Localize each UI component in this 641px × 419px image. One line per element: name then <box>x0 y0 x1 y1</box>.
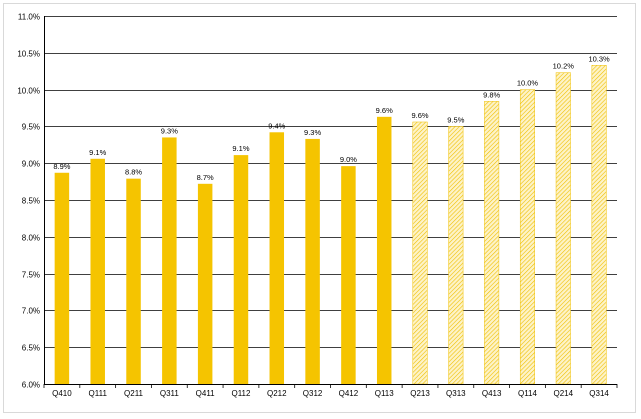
data-label: 10.2% <box>553 62 575 71</box>
data-label: 9.4% <box>268 121 285 130</box>
data-label: 9.3% <box>161 126 178 135</box>
x-tick-label: Q312 <box>303 389 323 398</box>
bar <box>90 158 105 384</box>
data-label: 10.0% <box>517 79 539 88</box>
data-label: 9.6% <box>376 106 393 115</box>
data-label: 9.5% <box>447 115 464 124</box>
bar <box>197 183 213 384</box>
x-tick-label: Q214 <box>553 389 573 398</box>
x-tick-label: Q213 <box>410 389 430 398</box>
bar <box>54 172 70 384</box>
y-tick-labels: 6.0% 6.5% 7.0% 7.5% 8.0% 8.5% 9.0% 9.5% 10.0% 10.… <box>17 13 40 390</box>
bar <box>412 121 428 385</box>
data-label: 9.8% <box>483 90 500 99</box>
y-tick-label: 9.0% <box>22 160 40 169</box>
data-label: 9.3% <box>304 128 321 137</box>
y-tick-label: 6.0% <box>22 381 40 390</box>
data-label: 8.8% <box>125 168 142 177</box>
data-label: 9.6% <box>411 111 428 120</box>
y-tick-label: 10.0% <box>17 87 40 96</box>
x-tick-label: Q410 <box>52 389 72 398</box>
bar <box>448 126 464 385</box>
data-label: 9.1% <box>89 148 106 157</box>
bar <box>305 138 320 384</box>
bar <box>555 72 571 385</box>
x-tick-label: Q311 <box>160 389 180 398</box>
bar <box>591 65 607 385</box>
data-label: 8.9% <box>53 162 70 171</box>
bar <box>269 132 285 384</box>
x-tick-label: Q313 <box>446 389 466 398</box>
data-label: 9.0% <box>340 155 357 164</box>
data-labels: 8.9% 9.1% 8.8% 9.3% 8.7% 9.1% 9.4% 9.3% 9.0% 9.6%… <box>53 54 610 181</box>
bar <box>341 166 356 384</box>
data-label: 10.3% <box>588 54 610 63</box>
x-tick-label: Q211 <box>124 389 144 398</box>
y-tick-label: 9.5% <box>22 123 40 132</box>
bar <box>233 155 249 384</box>
bar <box>126 178 141 384</box>
x-tick-label: Q411 <box>196 389 216 398</box>
x-tick-label: Q314 <box>589 389 609 398</box>
y-tick-label: 7.0% <box>22 307 40 316</box>
data-label: 8.7% <box>197 173 214 182</box>
x-tick-label: Q113 <box>375 389 395 398</box>
bars <box>54 65 607 385</box>
y-tick-label: 11.0% <box>18 13 40 22</box>
bar <box>519 89 535 385</box>
x-tick-label: Q412 <box>339 389 359 398</box>
bar <box>376 116 392 384</box>
y-tick-label: 6.5% <box>22 344 40 353</box>
x-tick-label: Q112 <box>231 389 251 398</box>
bar <box>162 137 177 384</box>
x-tick-label: Q413 <box>482 389 502 398</box>
y-tick-label: 8.5% <box>22 197 40 206</box>
x-tick-label: Q114 <box>518 389 538 398</box>
bar <box>484 101 500 385</box>
y-tick-label: 7.5% <box>22 271 40 280</box>
x-tick-label: Q111 <box>89 389 108 398</box>
y-tick-label: 8.0% <box>22 234 40 243</box>
x-tick-labels: Q410 Q111 Q211 Q311 Q411 Q112 Q212 Q312 Q412 Q113… <box>43 384 618 398</box>
y-tick-label: 10.5% <box>17 50 40 59</box>
data-label: 9.1% <box>232 144 249 153</box>
x-tick-label: Q212 <box>267 389 287 398</box>
